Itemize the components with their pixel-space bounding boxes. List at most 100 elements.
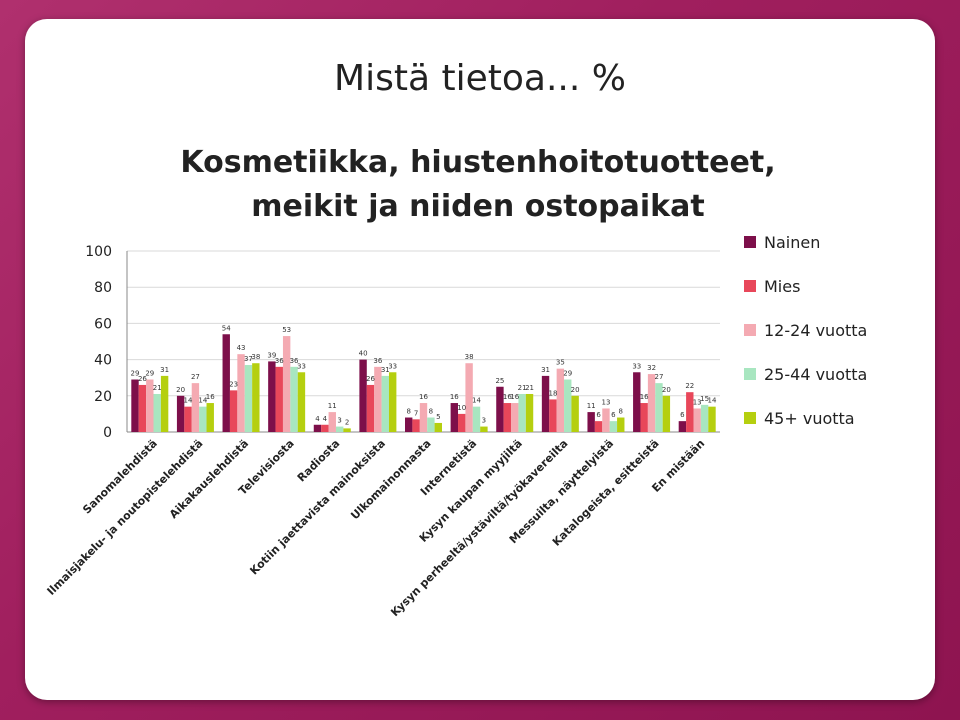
- bar: [518, 393, 526, 432]
- data-label: 38: [251, 353, 260, 361]
- data-label: 32: [647, 364, 656, 372]
- bar: [244, 365, 253, 432]
- bar: [359, 359, 367, 432]
- data-label: 3: [482, 417, 486, 425]
- data-label: 6: [680, 411, 685, 419]
- slide-title: Mistä tietoa... %: [334, 58, 626, 99]
- data-label: 23: [229, 380, 238, 388]
- data-label: 27: [655, 373, 664, 381]
- legend-label: 25-44 vuotta: [764, 365, 867, 384]
- bar: [549, 399, 557, 432]
- data-label: 16: [640, 393, 649, 401]
- bar: [184, 406, 192, 432]
- data-label: 14: [184, 397, 193, 405]
- bar: [678, 421, 687, 432]
- legend-label: 12-24 vuotta: [764, 321, 867, 340]
- data-label: 29: [563, 370, 572, 378]
- bar: [602, 408, 610, 432]
- data-label: 53: [282, 326, 291, 334]
- bar: [700, 404, 709, 432]
- data-label: 10: [457, 404, 466, 412]
- bar: [686, 392, 694, 432]
- legend-swatch: [744, 324, 756, 336]
- bar: [229, 390, 238, 432]
- data-label: 33: [297, 362, 306, 370]
- data-label: 29: [145, 370, 154, 378]
- bar: [503, 403, 512, 432]
- bar: [594, 421, 603, 432]
- bar: [252, 363, 260, 432]
- bar: [405, 417, 413, 432]
- data-label: 14: [708, 397, 717, 405]
- data-label: 8: [619, 408, 623, 416]
- y-tick-label: 20: [94, 389, 112, 405]
- bar: [268, 361, 276, 432]
- bar: [617, 417, 625, 432]
- data-label: 38: [465, 353, 474, 361]
- bar: [465, 363, 473, 432]
- bar: [321, 424, 329, 432]
- data-label: 13: [693, 398, 702, 406]
- chart-title-line-1: Kosmetiikka, hiustenhoitotuotteet,: [180, 145, 775, 180]
- bar: [328, 412, 336, 432]
- x-tick-label: Aikakauslehdistä: [167, 437, 251, 521]
- bar: [131, 379, 139, 432]
- data-label: 29: [131, 370, 140, 378]
- bar: [647, 374, 656, 432]
- bar: [662, 395, 671, 432]
- bar: [480, 426, 488, 432]
- legend-label: 45+ vuotta: [764, 409, 855, 428]
- data-label: 20: [662, 386, 671, 394]
- bar: [458, 413, 466, 432]
- bar: [138, 384, 147, 432]
- chart-title-line-2: meikit ja niiden ostopaikat: [251, 189, 704, 224]
- data-label: 16: [450, 393, 459, 401]
- data-label: 16: [206, 393, 215, 401]
- data-label: 54: [222, 324, 231, 332]
- bar: [381, 375, 389, 432]
- data-label: 11: [587, 402, 596, 410]
- legend-swatch: [744, 412, 756, 424]
- data-label: 36: [275, 357, 284, 365]
- bar: [472, 406, 481, 432]
- data-label: 20: [571, 386, 580, 394]
- bar: [412, 419, 420, 432]
- bar: [297, 372, 306, 432]
- bar: [160, 375, 169, 432]
- bar: [388, 372, 397, 432]
- bar: [335, 426, 344, 432]
- data-label: 36: [373, 357, 382, 365]
- bar: [237, 354, 245, 432]
- data-label: 31: [160, 366, 169, 374]
- bar: [708, 406, 716, 432]
- legend-swatch: [744, 368, 756, 380]
- x-tick-label: Radiosta: [295, 437, 343, 485]
- data-label: 31: [381, 366, 390, 374]
- data-label: 21: [153, 384, 162, 392]
- data-label: 14: [198, 397, 207, 405]
- data-label: 22: [685, 382, 694, 390]
- bar: [419, 403, 428, 432]
- data-label: 18: [548, 389, 557, 397]
- bar: [313, 424, 322, 432]
- data-label: 20: [176, 386, 185, 394]
- data-label: 5: [436, 413, 440, 421]
- x-tick-label: Ulkomainonnasta: [348, 437, 433, 522]
- bar: [374, 366, 382, 432]
- data-label: 2: [345, 418, 349, 426]
- legend-label: Mies: [764, 277, 800, 296]
- data-label: 21: [525, 384, 534, 392]
- data-label: 14: [472, 397, 481, 405]
- data-label: 37: [244, 355, 253, 363]
- bar: [191, 383, 200, 432]
- bar: [525, 393, 534, 432]
- bar: [206, 403, 214, 432]
- bar: [427, 417, 435, 432]
- data-label: 43: [237, 344, 246, 352]
- data-label: 33: [388, 362, 397, 370]
- bar: [290, 366, 298, 432]
- legend-label: Nainen: [764, 233, 820, 252]
- bar: [556, 368, 565, 432]
- bar: [222, 334, 230, 432]
- bar: [571, 395, 579, 432]
